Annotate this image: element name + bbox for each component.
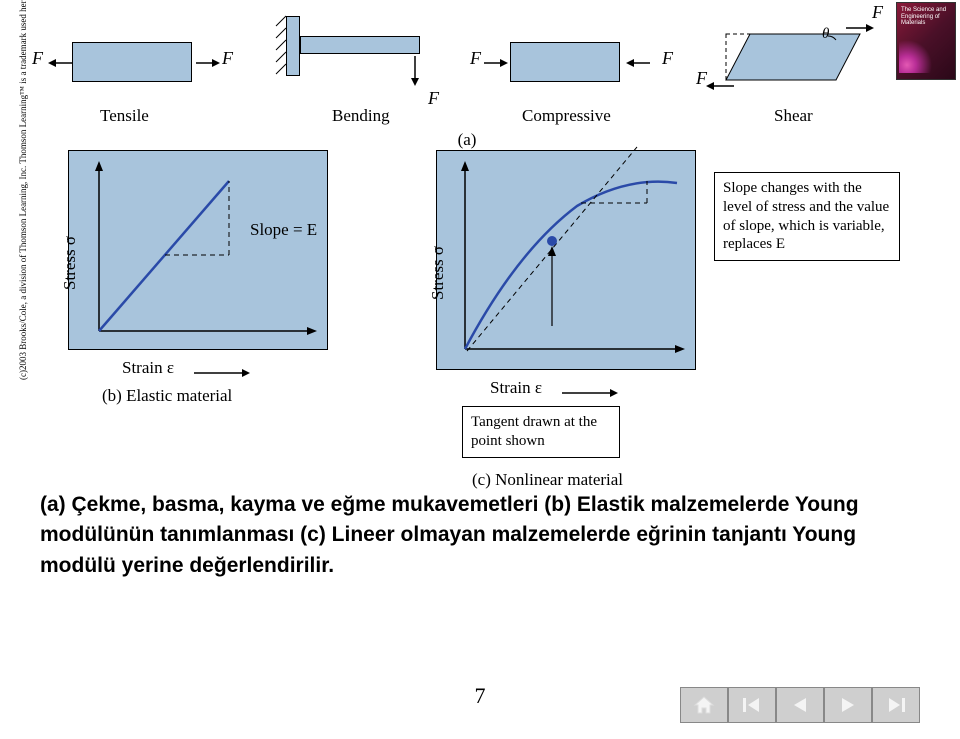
chart-c-note-box: Slope changes with the level of stress a… [714,172,900,261]
first-icon [741,697,763,713]
last-icon [885,697,907,713]
nav-next-button[interactable] [824,687,872,723]
nav-first-button[interactable] [728,687,776,723]
chart-c-note-text: Slope changes with the level of stress a… [723,180,889,252]
shear-parallelogram [726,28,876,90]
chart-b-ylabel: Stress σ [60,236,80,290]
nav-home-button[interactable] [680,687,728,723]
body-text: (a) Çekme, basma, kayma ve eğme mukaveme… [40,490,920,581]
bending-hatch-icon [276,16,286,76]
tensile-arrow-right [196,58,220,68]
chart-b-slope-label: Slope = E [250,220,317,240]
shear-caption: Shear [774,106,813,126]
tensile-F-right: F [222,48,233,69]
chart-b-x-arrow [194,368,254,378]
bending-arrow-down [410,56,420,86]
shear-theta: θ [822,26,829,43]
book-title: The Science and Engineering of Materials [901,7,951,27]
compressive-arrow-right [484,58,508,68]
book-art [899,33,939,73]
compressive-F-right: F [662,48,673,69]
shear-F-top: F [872,2,883,23]
bending-wall [286,16,300,76]
bending-F: F [428,88,439,109]
book-thumbnail: The Science and Engineering of Materials [896,2,956,80]
chart-b-xlabel: Strain ε [122,358,174,378]
compressive-arrow-left [626,58,650,68]
tensile-F-left: F [32,48,43,69]
panel-a-row: F F Tensile F Bending F F [32,6,902,146]
prev-icon [791,697,809,713]
home-icon [693,695,715,715]
nav-last-button[interactable] [872,687,920,723]
chart-b [68,150,328,350]
chart-c-xlabel: Strain ε [490,378,542,398]
copyright-text: (c)2003 Brooks/Cole, a division of Thoms… [18,0,28,380]
panel-a-label: (a) [458,130,477,150]
figure-area: F F Tensile F Bending F F [32,6,902,476]
tensile-caption: Tensile [100,106,149,126]
tensile-block [72,42,192,82]
page-number: 7 [475,683,486,709]
nav-prev-button[interactable] [776,687,824,723]
chart-c-ylabel: Stress σ [428,246,448,300]
chart-c-tangent-text: Tangent drawn at the point shown [471,414,597,449]
compressive-caption: Compressive [522,106,611,126]
chart-c-tangent-arrow [622,416,712,466]
tensile-arrow-left [48,58,72,68]
compressive-block [510,42,620,82]
chart-b-svg [69,151,329,351]
chart-c-caption: (c) Nonlinear material [472,470,623,490]
compressive-F-left: F [470,48,481,69]
chart-c-tangent-box: Tangent drawn at the point shown [462,406,620,458]
chart-c [436,150,696,370]
bending-block [300,36,420,54]
nav-buttons [680,687,920,723]
chart-c-x-arrow [562,388,622,398]
panel-bc-row: Stress σ Strain ε Slope = E (b) Elastic … [32,150,902,490]
chart-c-svg [437,151,697,371]
bending-caption: Bending [332,106,390,126]
shear-F-bottom: F [696,68,707,89]
next-icon [839,697,857,713]
chart-b-caption: (b) Elastic material [102,386,232,406]
